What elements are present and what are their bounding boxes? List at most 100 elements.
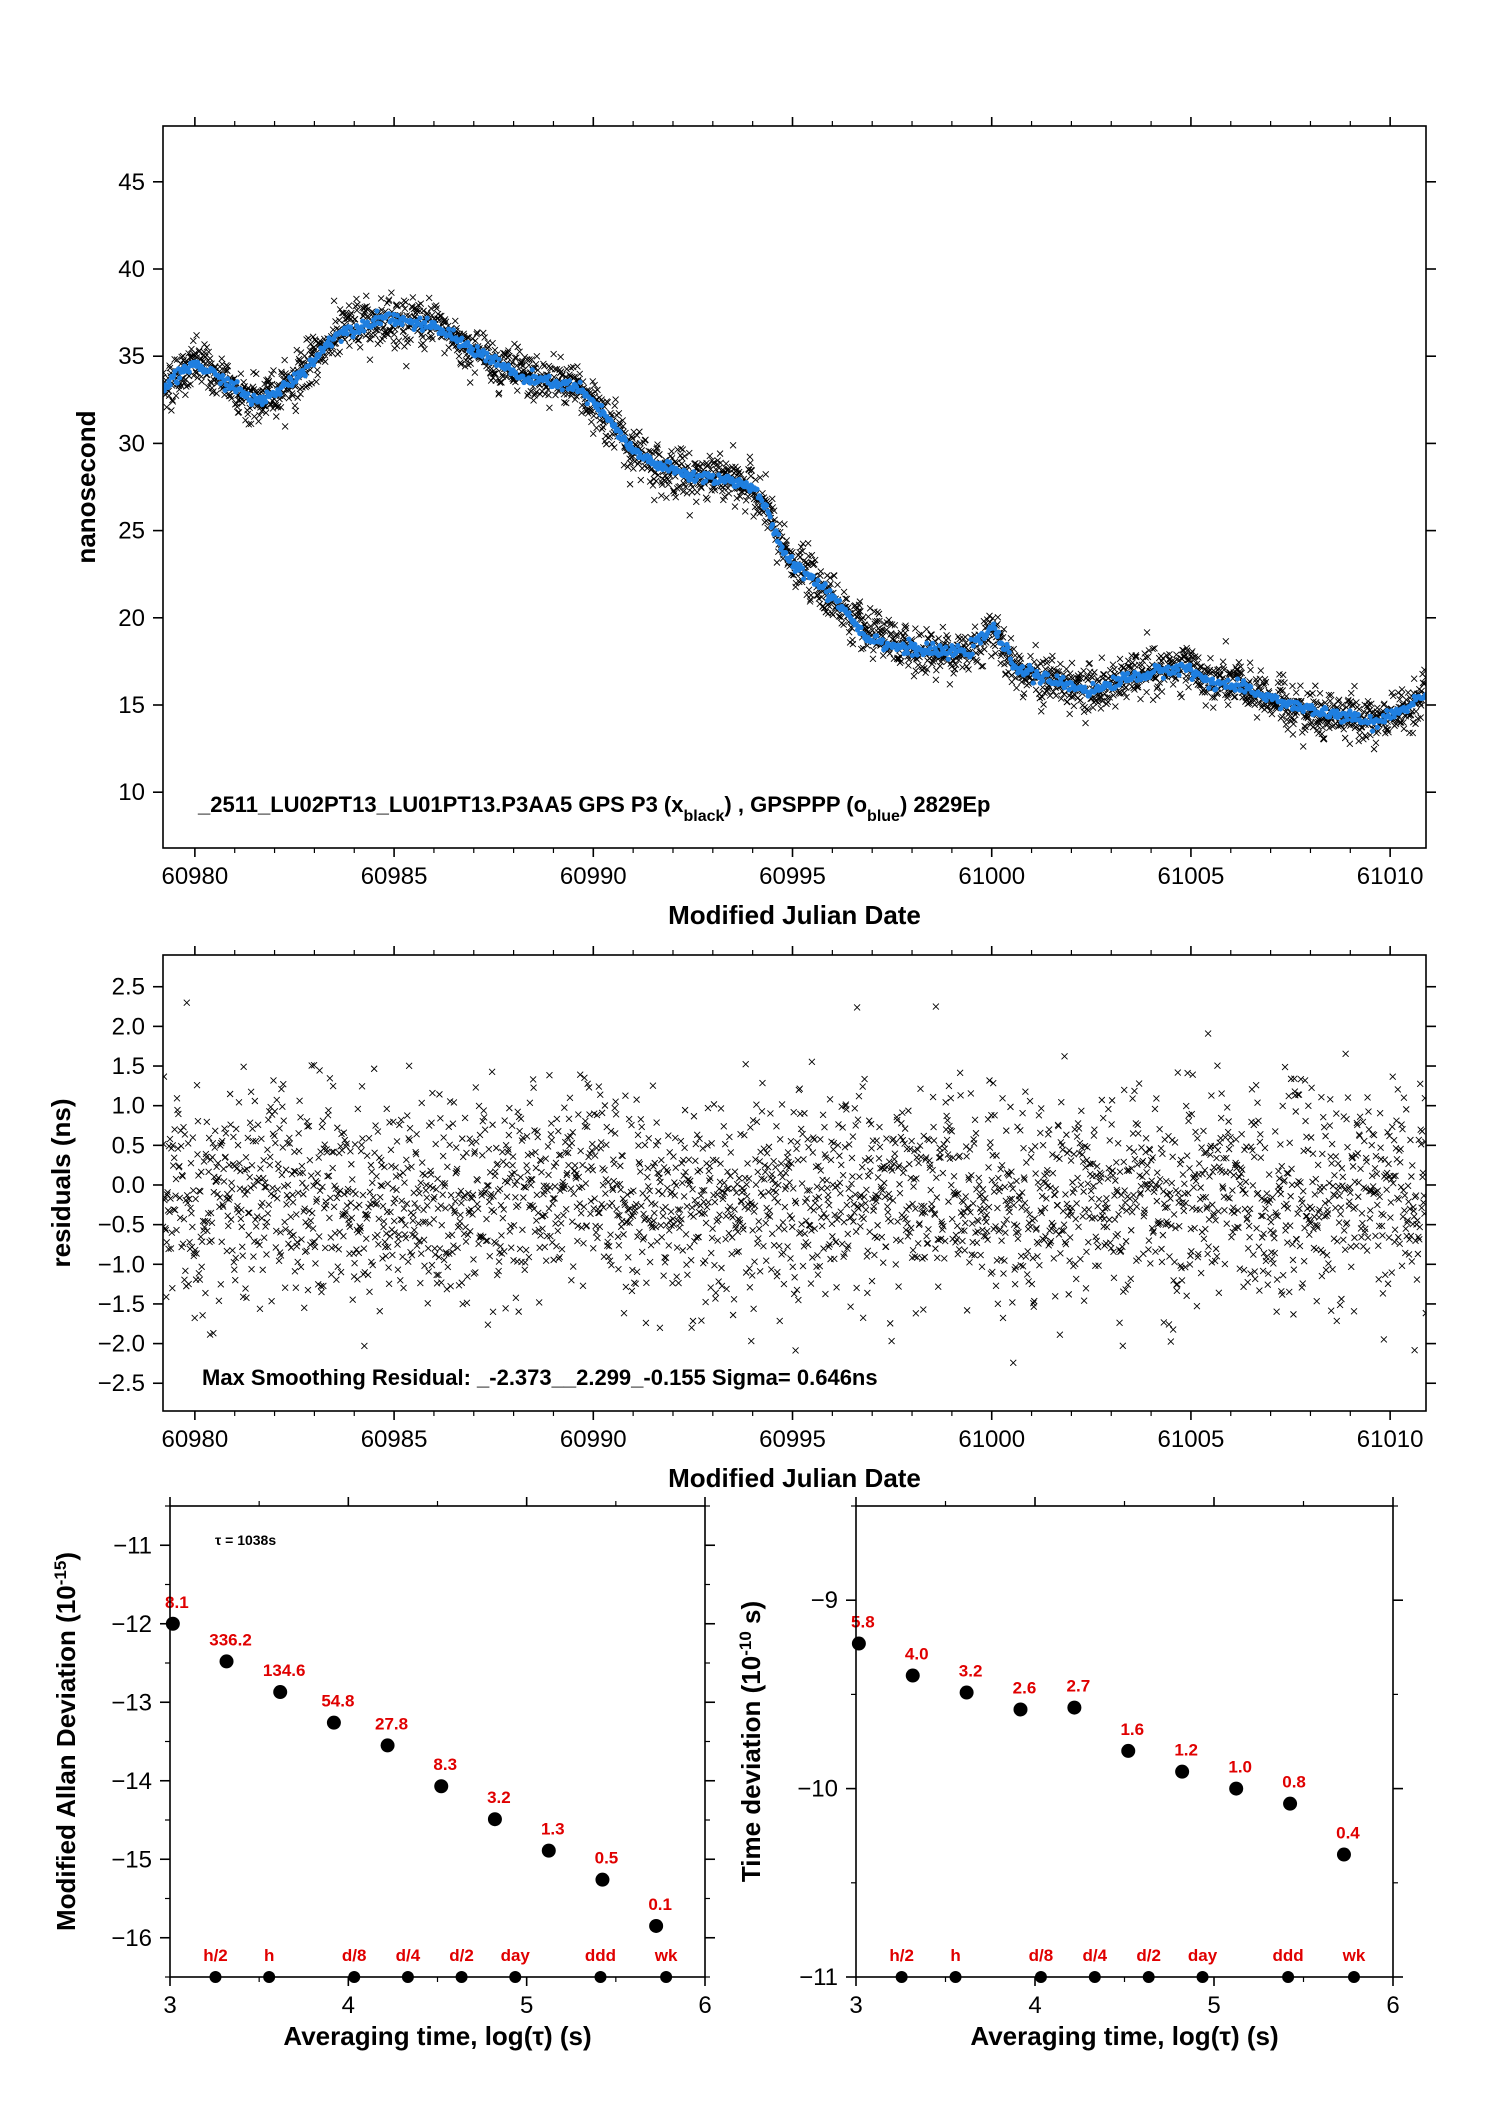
residual-point — [468, 1139, 475, 1147]
residual-point — [241, 1191, 249, 1198]
residual-point — [288, 1232, 295, 1240]
gps-p3-point — [1223, 694, 1231, 701]
residual-point — [553, 1242, 560, 1250]
gps-p3-point — [842, 595, 849, 603]
gps-p3-point — [1201, 666, 1208, 673]
gpsppp-point — [316, 351, 323, 357]
residual-point — [265, 1201, 273, 1209]
gps-p3-point — [185, 350, 192, 357]
residual-point — [284, 1181, 292, 1189]
gps-p3-point — [637, 476, 645, 484]
residual-point — [447, 1282, 454, 1290]
gps-p3-point — [268, 370, 275, 378]
gps-p3-point — [417, 300, 425, 307]
gps-p3-point — [1365, 701, 1373, 708]
gps-p3-point — [1082, 719, 1089, 727]
gps-p3-point — [887, 631, 894, 638]
residual-point — [167, 1195, 174, 1202]
residual-point — [620, 1231, 627, 1238]
residual-point — [224, 1222, 232, 1230]
residual-point — [385, 1280, 393, 1288]
gps-p3-point — [706, 452, 714, 460]
gps-p3-point — [385, 297, 392, 305]
gpsppp-point — [846, 610, 852, 616]
residual-point — [553, 1115, 561, 1123]
residual-point — [432, 1140, 440, 1148]
residual-point — [221, 1125, 228, 1132]
residual-point — [281, 1284, 289, 1291]
gps-p3-point — [902, 624, 910, 632]
residual-point — [480, 1107, 488, 1114]
residual-point — [397, 1116, 405, 1124]
residual-point — [164, 1189, 171, 1196]
gps-p3-point — [1106, 694, 1114, 701]
residual-point — [287, 1244, 295, 1251]
gps-p3-point — [1099, 671, 1107, 678]
gps-p3-point — [979, 662, 987, 670]
gpsppp-point — [1124, 670, 1131, 676]
gps-p3-point — [783, 537, 791, 544]
residual-point — [458, 1199, 465, 1207]
residual-point — [281, 1218, 288, 1226]
gpsppp-point — [1213, 686, 1219, 692]
residual-point — [195, 1172, 202, 1179]
residual-point — [481, 1190, 488, 1197]
residual-point — [595, 1083, 603, 1090]
residual-point — [217, 1281, 225, 1288]
gps-p3-point — [237, 370, 245, 378]
gps-p3-point — [266, 381, 274, 389]
residual-point — [330, 1203, 338, 1211]
residual-point — [620, 1309, 628, 1317]
residual-point — [168, 1229, 176, 1236]
gps-p3-point — [1400, 725, 1408, 733]
residual-point — [519, 1226, 526, 1234]
gps-p3-point — [1412, 720, 1419, 728]
residual-point — [634, 1131, 642, 1139]
time-series-y-tick-label: 30 — [118, 430, 145, 457]
gpsppp-point — [277, 391, 283, 397]
residual-point — [192, 1195, 199, 1203]
residual-point — [523, 1132, 531, 1140]
residual-point — [580, 1203, 588, 1211]
residual-point — [293, 1211, 300, 1218]
gpsppp-point — [879, 637, 886, 643]
residual-point — [470, 1256, 477, 1263]
residual-point — [424, 1300, 432, 1307]
gps-p3-point — [514, 343, 522, 351]
residual-point — [645, 1216, 653, 1223]
residual-point — [283, 1201, 290, 1208]
gpsppp-point — [924, 640, 930, 646]
residual-point — [633, 1268, 641, 1276]
residual-point — [593, 1111, 601, 1119]
residual-point — [163, 1073, 168, 1080]
gps-p3-point — [345, 302, 353, 309]
residual-point — [358, 1083, 366, 1090]
residual-point — [413, 1130, 420, 1138]
gps-p3-point — [685, 449, 693, 457]
gps-p3-point — [292, 407, 300, 415]
gpsppp-point — [995, 629, 1002, 635]
gps-p3-point — [270, 367, 277, 374]
residual-point — [458, 1279, 466, 1287]
residual-point — [275, 1165, 282, 1173]
residual-point — [489, 1308, 497, 1316]
residual-point — [383, 1208, 391, 1216]
gps-p3-point — [704, 496, 711, 503]
residual-point — [605, 1242, 613, 1250]
residual-point — [451, 1209, 459, 1217]
residual-point — [448, 1203, 455, 1211]
gps-p3-point — [649, 482, 657, 489]
gps-p3-point — [804, 561, 812, 568]
residual-point — [501, 1117, 509, 1124]
residual-point — [385, 1264, 392, 1271]
residual-point — [311, 1243, 319, 1251]
residual-point — [263, 1218, 271, 1226]
residual-point — [554, 1127, 562, 1135]
gps-p3-point — [364, 306, 371, 313]
gps-p3-point — [1220, 666, 1228, 674]
gps-p3-point — [843, 595, 851, 603]
residual-point — [504, 1179, 511, 1186]
residual-point — [522, 1184, 529, 1191]
gpsppp-point — [386, 311, 392, 317]
residual-point — [640, 1234, 648, 1241]
